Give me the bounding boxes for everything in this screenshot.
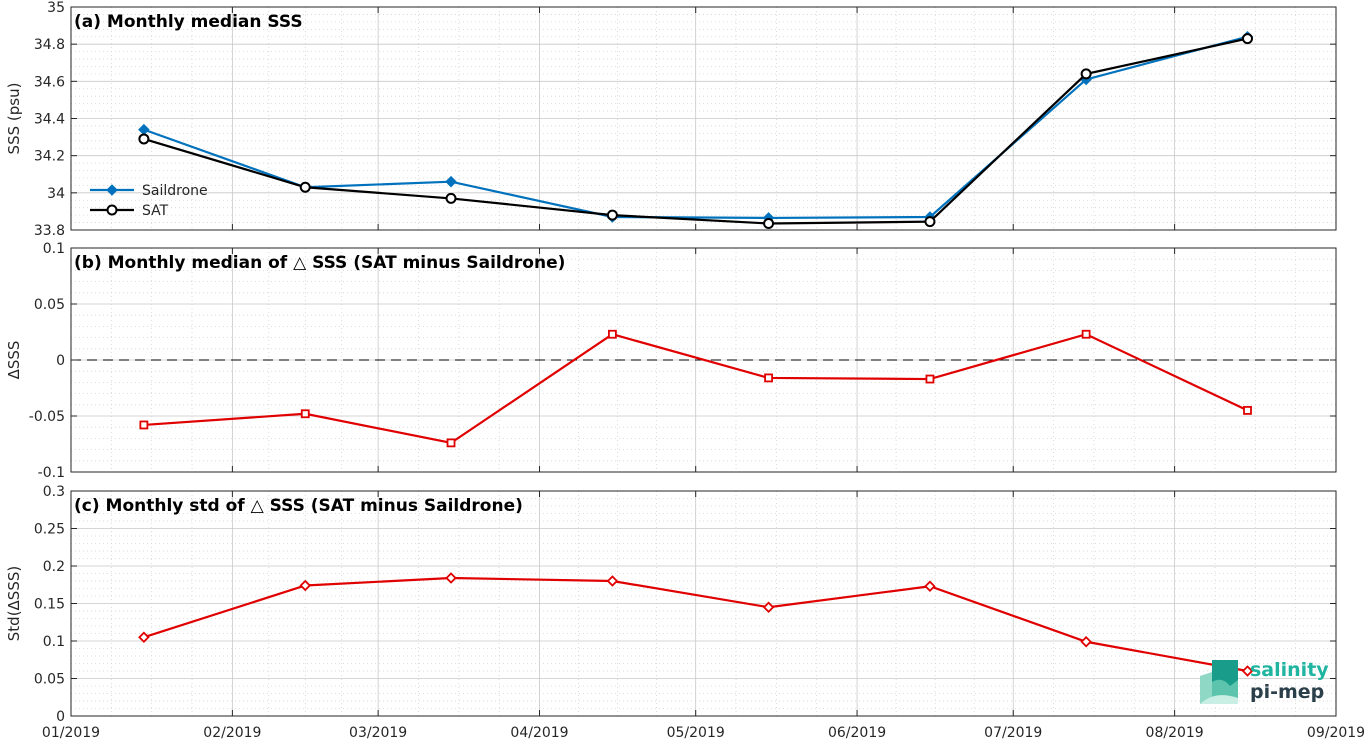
y-tick-label: 0 — [56, 709, 65, 725]
data-point — [763, 217, 775, 229]
panel-title: (b) Monthly median of △ SSS (SAT minus S… — [74, 253, 565, 273]
data-point — [299, 579, 312, 592]
y-tick-label: 34.2 — [34, 149, 65, 165]
x-tick-label: 04/2019 — [510, 725, 568, 741]
panel-b: -0.1 -0.05 0 0.05 0.1 ΔSSS (b) Monthly median … — [5, 241, 1337, 481]
legend-entry: Saildrone — [142, 183, 208, 199]
y-tick-label: 0.3 — [43, 484, 65, 500]
grid — [70, 6, 1337, 231]
panel-title: (c) Monthly std of △ SSS (SAT minus Sail… — [74, 496, 523, 516]
y-tick-label: 34 — [47, 186, 65, 202]
y-tick-label: 0.15 — [34, 597, 65, 613]
data-point — [925, 374, 935, 384]
data-point — [762, 601, 775, 614]
x-tick-label: 02/2019 — [203, 725, 261, 741]
panel-a: 33.8 34 34.2 34.4 34.6 34.8 35 SSS (psu) (a) Mon… — [5, 0, 1337, 239]
y-tick-label: 34.8 — [34, 37, 65, 53]
y-tick-label: 33.8 — [34, 223, 65, 239]
data-point — [1080, 635, 1092, 648]
legend: Saildrone SAT — [90, 183, 208, 219]
logo-mark-icon — [1200, 660, 1238, 704]
x-tick-label: 08/2019 — [1146, 725, 1204, 741]
x-tick-label: 03/2019 — [349, 725, 407, 741]
panel-c: 0 0.05 0.1 0.15 0.2 0.25 0.3 Std(ΔSSS) (c) Month… — [5, 484, 1337, 725]
x-tick-label: 09/2019 — [1307, 725, 1365, 741]
y-axis-label: SSS (psu) — [5, 83, 23, 155]
data-point — [1242, 33, 1254, 45]
data-point — [924, 580, 936, 593]
y-tick-label: 34.4 — [34, 112, 65, 128]
series-line — [143, 333, 1248, 445]
y-tick-label: 34.6 — [34, 74, 65, 90]
series-line-0 — [138, 572, 1254, 677]
data-point — [445, 175, 457, 188]
series-line — [143, 35, 1248, 220]
logo-line1: salinity — [1250, 659, 1329, 681]
panel-title: (a) Monthly median SSS — [74, 12, 303, 32]
data-point — [1241, 665, 1254, 677]
data-point — [446, 438, 456, 448]
legend-entry: SAT — [142, 203, 169, 219]
series-line — [143, 576, 1248, 673]
x-tick-label: 06/2019 — [828, 725, 886, 741]
y-axis-label: Std(ΔSSS) — [5, 566, 23, 641]
y-tick-label: -0.1 — [38, 465, 65, 481]
data-point — [300, 409, 310, 419]
y-tick-label: 0.2 — [43, 559, 65, 575]
data-point — [445, 192, 457, 204]
data-point — [1243, 405, 1252, 415]
y-axis-label: ΔSSS — [5, 341, 23, 380]
data-point — [607, 329, 617, 339]
y-tick-label: 0.1 — [43, 634, 65, 650]
y-tick-label: 0 — [56, 353, 65, 369]
series-line-0 — [139, 329, 1252, 448]
x-tick-label: 05/2019 — [667, 725, 725, 741]
data-point — [106, 184, 118, 196]
logo-line2: pi-mep — [1250, 681, 1324, 703]
y-tick-label: -0.05 — [29, 409, 65, 425]
y-tick-label: 0.05 — [34, 297, 65, 313]
data-point — [299, 181, 311, 193]
series-sat — [138, 33, 1254, 229]
y-tick-label: 0.25 — [34, 522, 65, 538]
data-point — [139, 420, 149, 430]
data-point — [445, 572, 457, 584]
y-tick-label: 35 — [47, 0, 65, 16]
x-tick-label: 01/2019 — [42, 725, 100, 741]
data-point — [764, 373, 773, 383]
data-point — [606, 575, 619, 587]
series-line — [143, 37, 1248, 225]
salinity-pi-mep-logo: salinity pi-mep — [1200, 659, 1329, 704]
data-point — [106, 204, 118, 216]
y-tick-label: 0.05 — [34, 672, 65, 688]
data-point — [1081, 329, 1091, 339]
data-point — [606, 209, 618, 221]
y-tick-label: 0.1 — [43, 241, 65, 257]
x-tick-label: 07/2019 — [984, 725, 1042, 741]
data-point — [138, 631, 150, 644]
data-point — [138, 133, 150, 145]
data-point — [924, 216, 936, 228]
data-point — [1080, 68, 1092, 80]
